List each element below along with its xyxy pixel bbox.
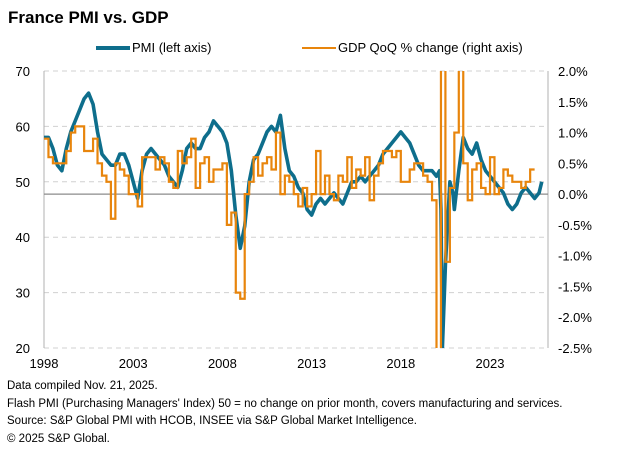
x-tick-label: 2013 — [297, 356, 326, 371]
y-right-tick-label: 1.5% — [558, 95, 588, 110]
y-right-tick-label: -2.5% — [558, 341, 592, 356]
y-right-tick-label: 1.0% — [558, 126, 588, 141]
footer-source: Source: S&P Global PMI with HCOB, INSEE … — [7, 415, 417, 427]
pmi-series-line — [44, 91, 544, 348]
y-right-tick-label: 2.0% — [558, 64, 588, 79]
footer-definition: Flash PMI (Purchasing Managers' Index) 5… — [7, 397, 563, 410]
y-left-tick-label: 60 — [16, 119, 30, 134]
y-right-tick-label: 0.5% — [558, 156, 588, 171]
gdp-legend-swatch — [302, 46, 336, 49]
y-left-tick-label: 20 — [16, 341, 30, 356]
gridlines — [44, 70, 548, 349]
y-left-tick-label: 40 — [16, 230, 30, 245]
gdp-legend-label: GDP QoQ % change (right axis) — [338, 40, 523, 55]
chart-svg: 20 30 40 50 60 70 -2.5% -2.0% -1.5% -1.0% -0.5% 0.0… — [16, 64, 593, 371]
footer-notes: Data compiled Nov. 21, 2025. Flash PMI (… — [7, 378, 562, 448]
y-left-tick-label: 50 — [16, 175, 30, 190]
series-group — [44, 71, 544, 348]
tick-labels: 20 30 40 50 60 70 -2.5% -2.0% -1.5% -1.0% -0.5% 0.0… — [16, 64, 593, 371]
chart-title: France PMI vs. GDP — [8, 8, 169, 27]
y-right-tick-label: -1.0% — [558, 249, 592, 264]
footer-copyright: © 2025 S&P Global. — [7, 432, 110, 445]
x-tick-label: 2023 — [476, 356, 505, 371]
x-tick-label: 2003 — [119, 356, 148, 371]
pmi-legend-swatch — [96, 45, 130, 50]
y-right-tick-label: -2.0% — [558, 310, 592, 325]
legend-item-gdp: GDP QoQ % change (right axis) — [302, 40, 523, 55]
y-right-tick-label: -1.5% — [558, 279, 592, 294]
y-right-tick-label: 0.0% — [558, 187, 588, 202]
footer-date: Data compiled Nov. 21, 2025. — [7, 380, 158, 392]
y-left-tick-label: 70 — [16, 64, 30, 79]
axes — [43, 71, 549, 348]
x-tick-label: 2008 — [208, 356, 237, 371]
gdp-series-line — [44, 71, 535, 348]
pmi-legend-label: PMI (left axis) — [132, 40, 212, 55]
legend-item-pmi: PMI (left axis) — [96, 40, 211, 55]
x-tick-label: 2018 — [386, 356, 415, 371]
y-left-tick-label: 30 — [16, 286, 30, 301]
x-tick-label: 1998 — [30, 356, 59, 371]
y-right-tick-label: -0.5% — [558, 218, 592, 233]
